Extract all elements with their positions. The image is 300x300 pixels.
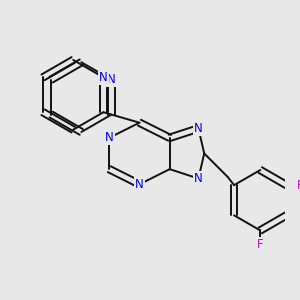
Text: N: N: [194, 122, 203, 135]
Text: N: N: [107, 73, 116, 86]
Text: F: F: [297, 178, 300, 192]
Text: N: N: [135, 178, 144, 191]
Text: N: N: [99, 71, 108, 84]
Text: N: N: [105, 131, 114, 144]
Text: N: N: [194, 172, 203, 185]
Text: F: F: [257, 238, 264, 251]
